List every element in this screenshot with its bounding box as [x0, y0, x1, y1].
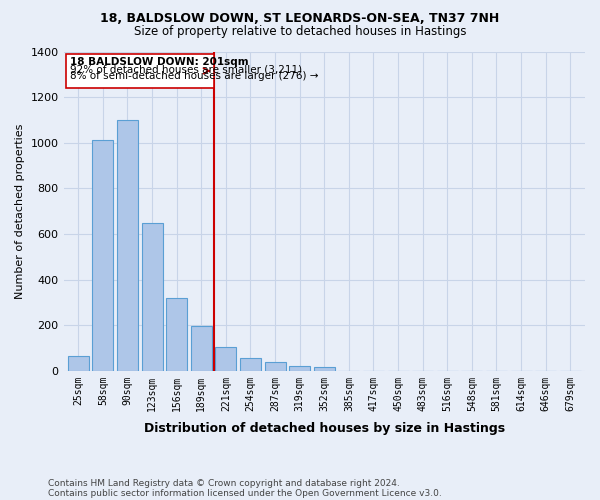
Bar: [92, 140, 113, 371]
Text: Contains public sector information licensed under the Open Government Licence v3: Contains public sector information licen…: [48, 488, 442, 498]
Bar: [117, 120, 138, 371]
Bar: [66, 54, 214, 88]
X-axis label: Distribution of detached houses by size in Hastings: Distribution of detached houses by size …: [144, 422, 505, 435]
Bar: [142, 222, 163, 371]
Bar: [191, 326, 212, 371]
Bar: [240, 358, 261, 371]
Text: 18 BALDSLOW DOWN: 201sqm: 18 BALDSLOW DOWN: 201sqm: [70, 57, 248, 67]
Bar: [68, 356, 89, 371]
Text: 92% of detached houses are smaller (3,211): 92% of detached houses are smaller (3,21…: [70, 64, 302, 74]
Text: 18, BALDSLOW DOWN, ST LEONARDS-ON-SEA, TN37 7NH: 18, BALDSLOW DOWN, ST LEONARDS-ON-SEA, T…: [100, 12, 500, 26]
Bar: [289, 366, 310, 371]
Text: 8% of semi-detached houses are larger (276) →: 8% of semi-detached houses are larger (2…: [70, 71, 318, 81]
Bar: [265, 362, 286, 371]
Y-axis label: Number of detached properties: Number of detached properties: [15, 124, 25, 299]
Bar: [215, 347, 236, 371]
Bar: [314, 366, 335, 371]
Bar: [166, 298, 187, 371]
Text: Contains HM Land Registry data © Crown copyright and database right 2024.: Contains HM Land Registry data © Crown c…: [48, 478, 400, 488]
Text: Size of property relative to detached houses in Hastings: Size of property relative to detached ho…: [134, 25, 466, 38]
